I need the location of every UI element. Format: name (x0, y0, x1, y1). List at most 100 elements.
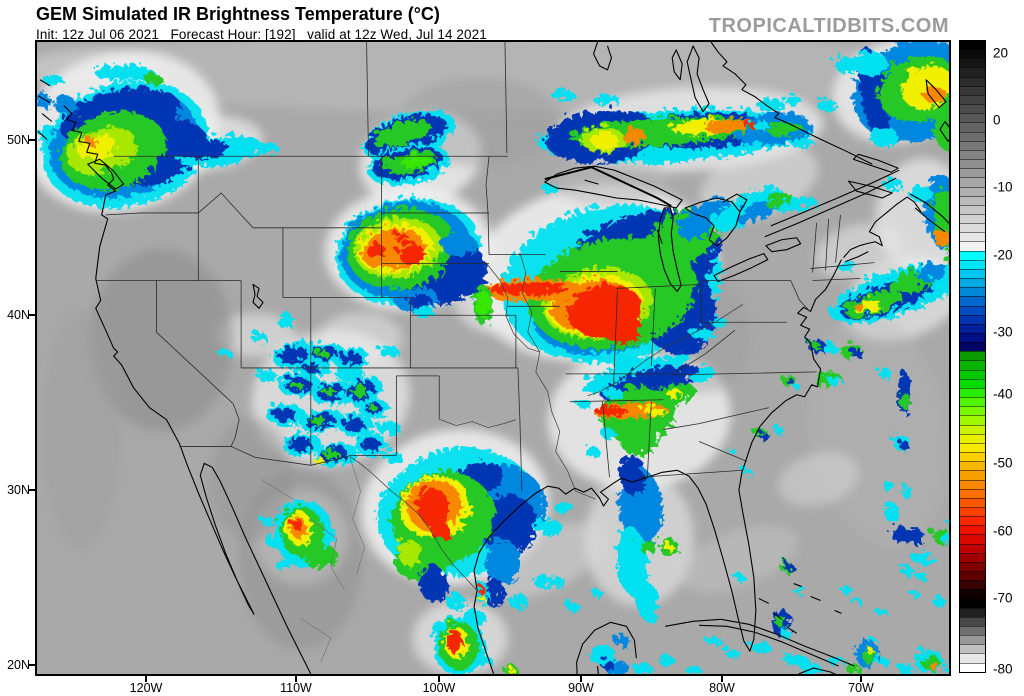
cloud-blob (898, 483, 911, 496)
cloud-blob (83, 133, 94, 144)
colorbar-segment (960, 662, 985, 672)
cloud-blob (597, 308, 638, 341)
cloud-blob (615, 416, 656, 453)
lon-label: 100W (422, 681, 456, 695)
cloud-blob (848, 47, 885, 72)
cloud-blob (443, 626, 460, 651)
colorbar-tick-label: 20 (993, 45, 1009, 61)
colorbar-segment (960, 644, 985, 654)
cloud-blob (482, 536, 518, 581)
lon-label: 70W (848, 681, 874, 695)
cloud-blob (596, 424, 613, 435)
colorbar-segment (960, 287, 985, 297)
lat-tick (29, 314, 35, 316)
lat-label: 30N (7, 483, 30, 497)
colorbar-segment (960, 369, 985, 379)
ir-texture-patch (484, 522, 605, 600)
colorbar-segment (960, 49, 985, 59)
lat-label: 20N (7, 658, 30, 672)
colorbar-segment (960, 131, 985, 141)
cloud-blob (395, 240, 422, 261)
cloud-blob (214, 345, 229, 356)
lat-label: 40N (7, 308, 30, 322)
cloud-blob (763, 118, 800, 133)
cloud-blob (416, 562, 445, 599)
cloud-blob (581, 444, 598, 455)
cloud-blob (391, 229, 406, 240)
ir-texture-patch (41, 310, 122, 549)
cloud-blob (599, 384, 620, 395)
cloud-blob (375, 342, 396, 355)
colorbar-tick-label: -70 (993, 590, 1013, 606)
cloud-blob (272, 312, 293, 325)
colorbar-segment (960, 223, 985, 233)
colorbar-segment (960, 278, 985, 288)
colorbar-segment (960, 543, 985, 553)
cloud-blob (380, 448, 401, 461)
cloud-blob (895, 661, 912, 672)
colorbar-segment (960, 168, 985, 178)
cloud-blob (818, 340, 835, 351)
colorbar-segment (960, 305, 985, 315)
cloud-blob (49, 93, 74, 110)
cloud-blob (396, 151, 429, 165)
cloud-blob (897, 563, 912, 574)
cloud-blob (906, 183, 931, 200)
cloud-blob (437, 228, 474, 253)
colorbar-tick-label: -40 (993, 386, 1013, 402)
colorbar-tick-label: -60 (993, 523, 1013, 539)
cloud-layer (37, 42, 949, 674)
cloud-blob (779, 91, 798, 102)
colorbar-segment (960, 333, 985, 343)
cloud-blob (395, 536, 420, 565)
cloud-blob (662, 384, 679, 395)
colorbar-segment (960, 76, 985, 86)
cloud-blob (895, 436, 906, 447)
cloud-blob (590, 402, 625, 413)
colorbar-segment (960, 241, 985, 251)
cloud-blob (571, 395, 588, 404)
colorbar-segment (960, 268, 985, 279)
cloud-blob (306, 412, 323, 423)
watermark: TROPICALTIDBITS.COM (708, 15, 949, 37)
colorbar-segment (960, 488, 985, 498)
cloud-blob (299, 359, 318, 370)
cloud-blob (318, 385, 335, 394)
cloud-blob (752, 95, 781, 108)
lon-label: 90W (568, 681, 594, 695)
cloud-blob (357, 434, 378, 449)
cloud-blob (529, 572, 550, 585)
colorbar-tick-label: -80 (993, 661, 1013, 677)
cloud-blob (578, 354, 661, 390)
colorbar-segment (960, 113, 985, 123)
cloud-blob (485, 278, 565, 293)
cloud-blob (442, 590, 463, 607)
cloud-blob (879, 478, 892, 489)
cloud-blob (847, 345, 860, 356)
colorbar-tick-label: 0 (993, 112, 1001, 128)
cloud-blob (617, 463, 642, 492)
colorbar-segment (960, 433, 985, 443)
cloud-blob (724, 444, 733, 451)
cloud-blob (780, 559, 791, 568)
colorbar-segment (960, 397, 985, 407)
rivers-path (349, 252, 744, 591)
cloud-blob (303, 543, 335, 566)
colorbar-segment (960, 58, 985, 68)
cloud-blob (589, 91, 618, 102)
cloud-blob (731, 570, 742, 579)
lat-tick (29, 664, 35, 666)
colorbar-segment (960, 506, 985, 517)
colorbar-segment (960, 552, 985, 562)
cloud-blob (851, 299, 862, 308)
colorbar-segment (960, 250, 985, 260)
colorbar-segment (960, 607, 985, 617)
cloud-blob (248, 329, 265, 340)
cloud-blob (169, 136, 225, 157)
colorbar-segment (960, 85, 985, 95)
cloud-blob (908, 548, 933, 561)
cloud-blob (920, 83, 945, 100)
cloud-blob (362, 239, 383, 256)
cloud-blob (771, 612, 784, 625)
